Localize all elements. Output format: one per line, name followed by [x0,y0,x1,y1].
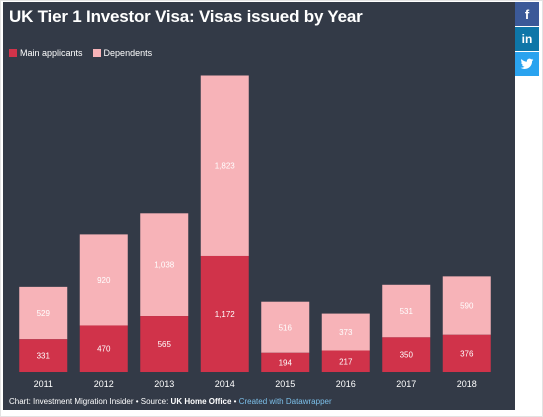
legend: Main applicants Dependents [9,48,152,58]
bar-dependents-2014 [200,75,249,256]
footer-separator: • [231,397,239,406]
bar-main-applicants-2016 [321,350,370,372]
label-dependents-2013: 1,038 [154,261,175,270]
legend-label-dependents: Dependents [103,48,153,58]
label-main-applicants-2013: 565 [158,340,172,349]
bar-dependents-2012 [79,234,128,326]
social-share-bar: f in [515,2,539,77]
label-dependents-2015: 516 [279,323,293,332]
legend-item-dependents: Dependents [92,48,153,58]
linkedin-share-button[interactable]: in [515,27,539,51]
facebook-icon: f [524,6,530,22]
footer-source: UK Home Office [170,397,232,406]
x-tick-label-2018: 2018 [457,379,477,389]
label-main-applicants-2018: 376 [460,349,474,358]
label-main-applicants-2016: 217 [339,357,353,366]
bar-dependents-2018 [442,276,491,335]
legend-label-main-applicants: Main applicants [20,48,83,58]
legend-item-main-applicants: Main applicants [9,48,83,58]
label-dependents-2018: 590 [460,302,474,311]
twitter-share-button[interactable] [515,52,539,76]
label-main-applicants-2015: 194 [279,358,293,367]
x-tick-label-2012: 2012 [94,379,114,389]
x-tick-label-2016: 2016 [336,379,356,389]
twitter-icon [520,58,534,69]
legend-swatch-dependents [92,49,101,57]
bar-main-applicants-2014 [200,255,249,372]
legend-swatch-main-applicants [9,49,17,57]
chart-footer: Chart: Investment Migration Insider • So… [9,397,332,406]
bar-dependents-2011 [19,286,68,340]
label-dependents-2012: 920 [97,276,111,285]
facebook-share-button[interactable]: f [515,2,539,26]
bar-dependents-2015 [261,301,310,353]
label-dependents-2011: 529 [37,309,51,318]
bar-main-applicants-2012 [79,325,128,372]
footer-prefix: Chart: Investment Migration Insider • So… [9,397,171,406]
bar-main-applicants-2018 [442,334,491,372]
label-main-applicants-2012: 470 [97,345,111,354]
datawrapper-link[interactable]: Created with Datawrapper [238,397,332,406]
label-dependents-2017: 531 [400,307,414,316]
bar-main-applicants-2013 [140,316,189,372]
bar-main-applicants-2011 [19,339,68,372]
label-main-applicants-2011: 331 [37,352,51,361]
x-tick-label-2017: 2017 [396,379,416,389]
x-tick-label-2014: 2014 [215,379,235,389]
x-tick-label-2015: 2015 [275,379,295,389]
chart-title: UK Tier 1 Investor Visa: Visas issued by… [9,7,363,26]
label-dependents-2014: 1,823 [215,162,236,171]
bar-dependents-2017 [382,284,431,338]
x-tick-label-2011: 2011 [34,379,53,389]
bar-main-applicants-2017 [382,337,431,372]
bar-main-applicants-2015 [261,352,310,372]
label-dependents-2016: 373 [339,328,353,337]
label-main-applicants-2014: 1,172 [215,310,236,319]
x-tick-label-2013: 2013 [154,379,174,389]
linkedin-icon: in [521,32,533,46]
label-main-applicants-2017: 350 [400,351,414,360]
bar-dependents-2016 [321,313,370,351]
bar-dependents-2013 [140,213,189,317]
